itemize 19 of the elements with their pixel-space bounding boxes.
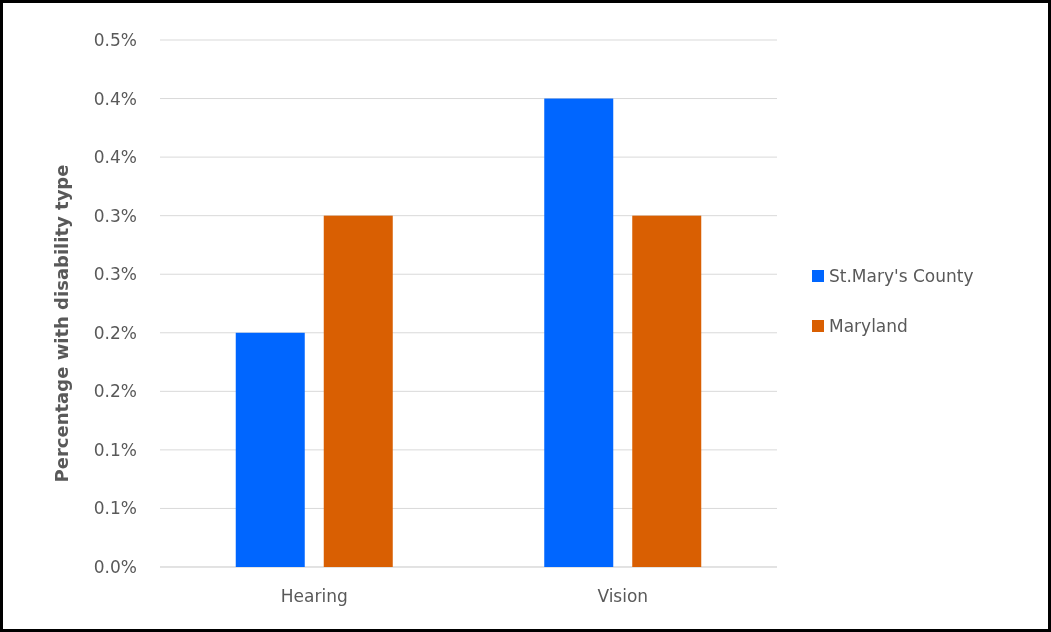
y-tick-label: 0.2%	[93, 381, 137, 402]
y-tick-label: 0.1%	[93, 439, 137, 460]
y-tick-label: 0.5%	[93, 29, 137, 50]
legend-label: St.Mary's County	[829, 265, 974, 286]
legend-label: Maryland	[829, 315, 908, 336]
bar	[323, 215, 393, 567]
y-tick-label: 0.0%	[93, 556, 137, 577]
bar	[544, 98, 614, 567]
y-tick-label: 0.1%	[93, 498, 137, 519]
y-tick-label: 0.4%	[93, 88, 137, 109]
y-axis-title: Percentage with disability type	[51, 164, 72, 483]
y-tick-label: 0.3%	[93, 205, 137, 226]
y-tick-label: 0.4%	[93, 147, 137, 168]
y-tick-label: 0.3%	[93, 264, 137, 285]
bar	[235, 332, 305, 567]
y-tick-label: 0.2%	[93, 322, 137, 343]
bar	[632, 215, 702, 567]
x-tick-label: Hearing	[280, 586, 348, 606]
x-tick-label: Vision	[597, 586, 649, 606]
